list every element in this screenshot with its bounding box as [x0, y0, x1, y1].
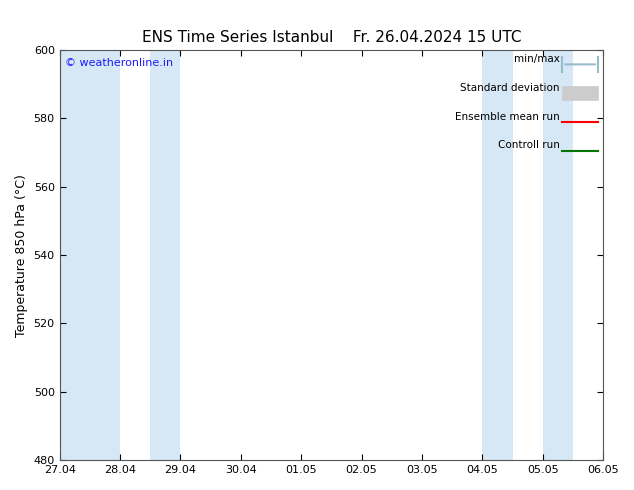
Text: Controll run: Controll run — [498, 140, 560, 150]
Y-axis label: Temperature 850 hPa (°C): Temperature 850 hPa (°C) — [15, 173, 28, 337]
Bar — [603, 50, 633, 460]
Text: Standard deviation: Standard deviation — [460, 83, 560, 93]
FancyBboxPatch shape — [562, 86, 598, 100]
Text: © weatheronline.in: © weatheronline.in — [65, 58, 173, 68]
Bar — [150, 50, 181, 460]
Text: Ensemble mean run: Ensemble mean run — [455, 112, 560, 122]
Bar — [60, 50, 120, 460]
Text: min/max: min/max — [514, 54, 560, 64]
Bar — [482, 50, 513, 460]
Title: ENS Time Series Istanbul    Fr. 26.04.2024 15 UTC: ENS Time Series Istanbul Fr. 26.04.2024 … — [141, 30, 521, 45]
Bar — [543, 50, 573, 460]
